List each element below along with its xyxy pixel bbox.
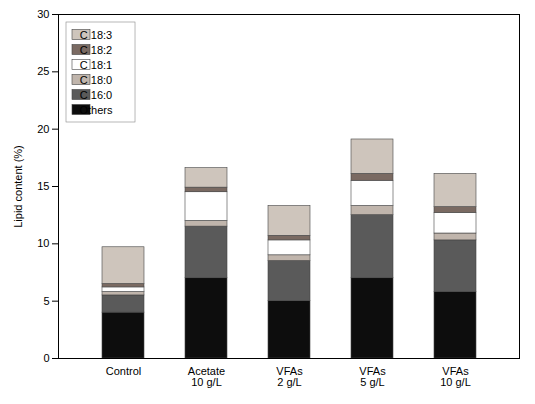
svg-text:VFAs5 g/L: VFAs5 g/L	[359, 365, 386, 388]
svg-text:VFAs2 g/L: VFAs2 g/L	[276, 365, 303, 388]
svg-text:5: 5	[43, 295, 49, 307]
svg-text:Lipid content (%): Lipid content (%)	[12, 145, 24, 228]
svg-text:20: 20	[37, 123, 49, 135]
svg-text:Control: Control	[106, 365, 141, 377]
svg-text:C 18:1: C 18:1	[80, 59, 112, 71]
svg-text:Others: Others	[79, 104, 113, 116]
svg-text:15: 15	[37, 180, 49, 192]
svg-text:25: 25	[37, 65, 49, 77]
svg-text:C 18:0: C 18:0	[80, 74, 112, 86]
svg-text:0: 0	[43, 352, 49, 364]
svg-text:Acetate10 g/L: Acetate10 g/L	[188, 365, 225, 388]
svg-text:10: 10	[37, 237, 49, 249]
svg-text:C 16:0: C 16:0	[80, 89, 112, 101]
svg-text:C 18:3: C 18:3	[80, 29, 112, 41]
svg-text:30: 30	[37, 8, 49, 20]
svg-text:C 18:2: C 18:2	[80, 44, 112, 56]
svg-text:VFAs10 g/L: VFAs10 g/L	[440, 365, 471, 388]
